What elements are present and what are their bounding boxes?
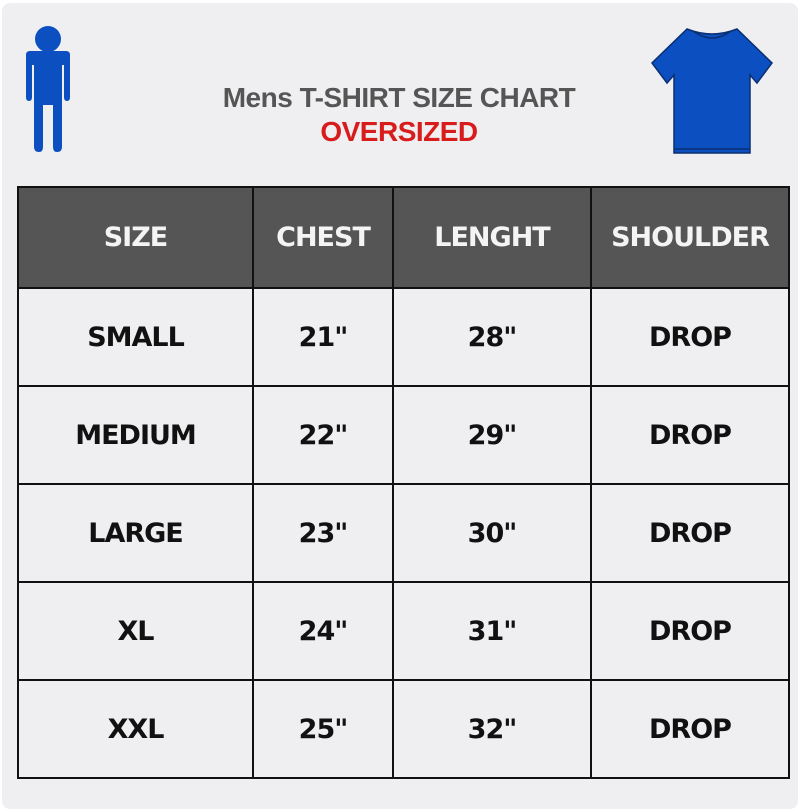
- cell-length: 31": [392, 581, 592, 681]
- cell-chest: 22": [252, 385, 394, 485]
- size-table: SIZE CHEST LENGHT SHOULDER SMALL 21" 28" DR…: [17, 186, 790, 779]
- cell-length: 32": [392, 679, 592, 779]
- chart-title: Mens T-SHIRT SIZE CHART: [222, 82, 576, 113]
- cell-shoulder: DROP: [590, 287, 790, 387]
- person-icon: [26, 26, 70, 152]
- cell-chest: 25": [252, 679, 394, 779]
- cell-size: SMALL: [17, 287, 254, 387]
- column-header-shoulder: SHOULDER: [590, 186, 790, 289]
- cell-shoulder: DROP: [590, 679, 790, 779]
- cell-chest: 23": [252, 483, 394, 583]
- cell-length: 29": [392, 385, 592, 485]
- chart-subtitle: OVERSIZED: [320, 116, 478, 147]
- cell-size: XXL: [17, 679, 254, 779]
- table-row: XXL 25" 32" DROP: [17, 679, 790, 779]
- cell-shoulder: DROP: [590, 483, 790, 583]
- column-header-chest: CHEST: [252, 186, 394, 289]
- cell-size: LARGE: [17, 483, 254, 583]
- table-row: LARGE 23" 30" DROP: [17, 483, 790, 583]
- table-row: MEDIUM 22" 29" DROP: [17, 385, 790, 485]
- cell-chest: 21": [252, 287, 394, 387]
- column-header-length: LENGHT: [392, 186, 592, 289]
- cell-size: MEDIUM: [17, 385, 254, 485]
- cell-shoulder: DROP: [590, 581, 790, 681]
- cell-length: 28": [392, 287, 592, 387]
- cell-length: 30": [392, 483, 592, 583]
- table-row: XL 24" 31" DROP: [17, 581, 790, 681]
- cell-chest: 24": [252, 581, 394, 681]
- table-row: SMALL 21" 28" DROP: [17, 287, 790, 387]
- table-header-row: SIZE CHEST LENGHT SHOULDER: [17, 186, 790, 289]
- cell-shoulder: DROP: [590, 385, 790, 485]
- tshirt-icon: [651, 28, 773, 154]
- column-header-size: SIZE: [17, 186, 254, 289]
- cell-size: XL: [17, 581, 254, 681]
